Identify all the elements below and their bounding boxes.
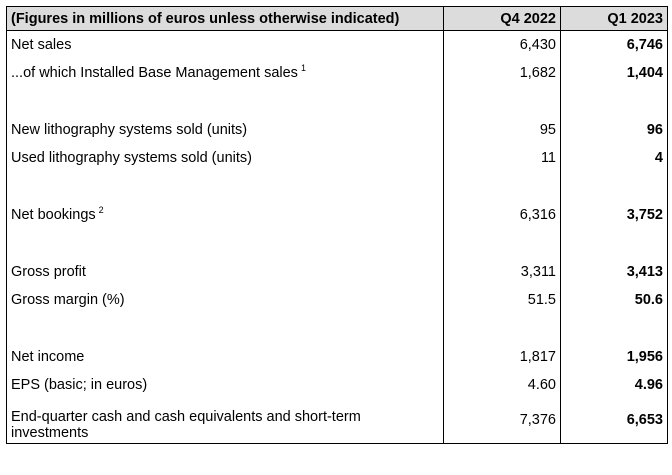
footnote-marker: 2: [98, 205, 104, 216]
table-row: Used lithography systems sold (units) 11…: [6, 144, 668, 172]
row-label-cell: End-quarter cash and cash equivalents an…: [6, 399, 444, 444]
value-q4-2022: 51.5: [443, 286, 561, 314]
table-row: ...of which Installed Base Management sa…: [6, 59, 668, 87]
row-label: Used lithography systems sold (units): [6, 144, 444, 172]
table-row: Net sales 6,430 6,746: [6, 30, 668, 59]
value-q1-2023: 6,746: [560, 30, 668, 59]
row-label: Gross margin (%): [6, 286, 444, 314]
header-label: (Figures in millions of euros unless oth…: [6, 6, 444, 31]
row-label: Gross profit: [6, 258, 444, 286]
value-q1-2023: 96: [560, 116, 668, 144]
value-q4-2022: 3,311: [443, 258, 561, 286]
value-q4-2022: 6,430: [443, 30, 561, 59]
header-q1-2023: Q1 2023: [560, 6, 668, 31]
spacer-row: [6, 87, 668, 116]
row-label: Net sales: [6, 30, 444, 59]
table-row: Net income 1,817 1,956: [6, 343, 668, 371]
table-row: EPS (basic; in euros) 4.60 4.96: [6, 371, 668, 399]
value-q4-2022: 4.60: [443, 371, 561, 399]
value-q1-2023: 6,653: [560, 399, 668, 444]
value-q1-2023: 4: [560, 144, 668, 172]
value-q4-2022: 95: [443, 116, 561, 144]
spacer-row: [6, 229, 668, 258]
value-q4-2022: 6,316: [443, 201, 561, 229]
value-q1-2023: 1,404: [560, 59, 668, 87]
row-label: ...of which Installed Base Management sa…: [11, 65, 298, 81]
table-row: End-quarter cash and cash equivalents an…: [6, 399, 668, 444]
financial-summary-table: (Figures in millions of euros unless oth…: [6, 6, 668, 444]
table-row: New lithography systems sold (units) 95 …: [6, 116, 668, 144]
value-q4-2022: 11: [443, 144, 561, 172]
value-q4-2022: 1,817: [443, 343, 561, 371]
row-label-cell: ...of which Installed Base Management sa…: [6, 59, 444, 87]
table-row: Net bookings 2 6,316 3,752: [6, 201, 668, 229]
row-label: Net bookings: [11, 207, 96, 223]
row-label-cell: Net bookings 2: [6, 201, 444, 229]
value-q1-2023: 3,413: [560, 258, 668, 286]
spacer-row: [6, 172, 668, 201]
value-q1-2023: 50.6: [560, 286, 668, 314]
footnote-marker: 1: [300, 63, 306, 74]
table-header-row: (Figures in millions of euros unless oth…: [6, 6, 668, 31]
table-row: Gross profit 3,311 3,413: [6, 258, 668, 286]
header-q4-2022: Q4 2022: [443, 6, 561, 31]
row-label: New lithography systems sold (units): [6, 116, 444, 144]
row-label: End-quarter cash and cash equivalents an…: [11, 409, 361, 441]
row-label: Net income: [6, 343, 444, 371]
row-label: EPS (basic; in euros): [6, 371, 444, 399]
table-row: Gross margin (%) 51.5 50.6: [6, 286, 668, 314]
value-q4-2022: 1,682: [443, 59, 561, 87]
value-q1-2023: 3,752: [560, 201, 668, 229]
value-q1-2023: 4.96: [560, 371, 668, 399]
value-q1-2023: 1,956: [560, 343, 668, 371]
spacer-row: [6, 314, 668, 343]
value-q4-2022: 7,376: [443, 399, 561, 444]
